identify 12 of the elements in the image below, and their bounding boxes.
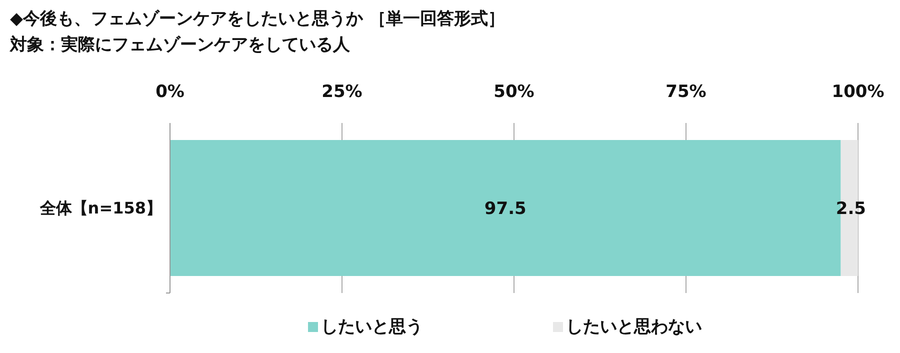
legend-label: したいと思う xyxy=(321,317,423,337)
x-tick-label: 25% xyxy=(322,82,362,102)
x-tick-label: 75% xyxy=(666,82,706,102)
chart-title: ◆今後も、フェムゾーンケアをしたいと思うか ［単一回答形式］ xyxy=(10,9,505,29)
x-tick-label: 100% xyxy=(832,82,884,102)
y-tick-label: 全体【n=158】 xyxy=(38,198,162,218)
x-tick-label: 50% xyxy=(494,82,534,102)
data-label: 97.5 xyxy=(484,198,526,219)
x-tick-label: 0% xyxy=(156,82,184,102)
chart-subtitle: 対象：実際にフェムゾーンケアをしている人 xyxy=(9,35,351,55)
legend-label: したいと思わない xyxy=(566,317,702,337)
data-label: 2.5 xyxy=(836,198,866,219)
